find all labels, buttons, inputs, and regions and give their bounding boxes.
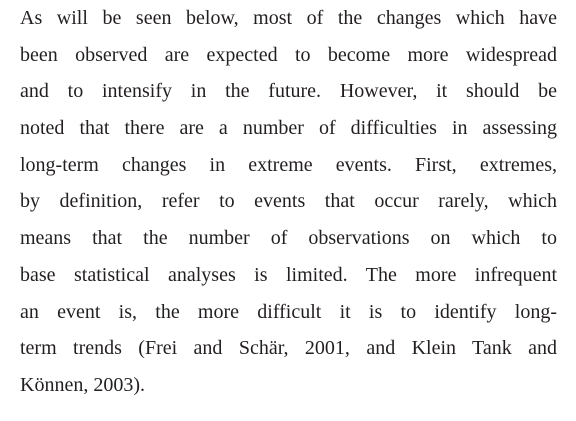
text-line: noted that there are a number of difficu…: [20, 117, 557, 140]
text-line: As will be seen below, most of the chang…: [20, 7, 557, 29]
text-line: Können, 2003).: [20, 373, 145, 396]
text-line: base statistical analyses is limited. Th…: [20, 263, 557, 286]
text-line: long-term changes in extreme events. Fir…: [20, 153, 557, 176]
text-line: by definition, refer to events that occu…: [20, 190, 557, 213]
text-line: means that the number of observations on…: [20, 227, 557, 250]
text-line: been observed are expected to become mor…: [20, 43, 557, 66]
text-line: and to intensify in the future. However,…: [20, 80, 557, 103]
text-line: term trends (Frei and Schär, 2001, and K…: [20, 337, 557, 360]
text-line: an event is, the more difficult it is to…: [20, 300, 557, 323]
paragraph: As will be seen below, most of the chang…: [20, 0, 557, 404]
